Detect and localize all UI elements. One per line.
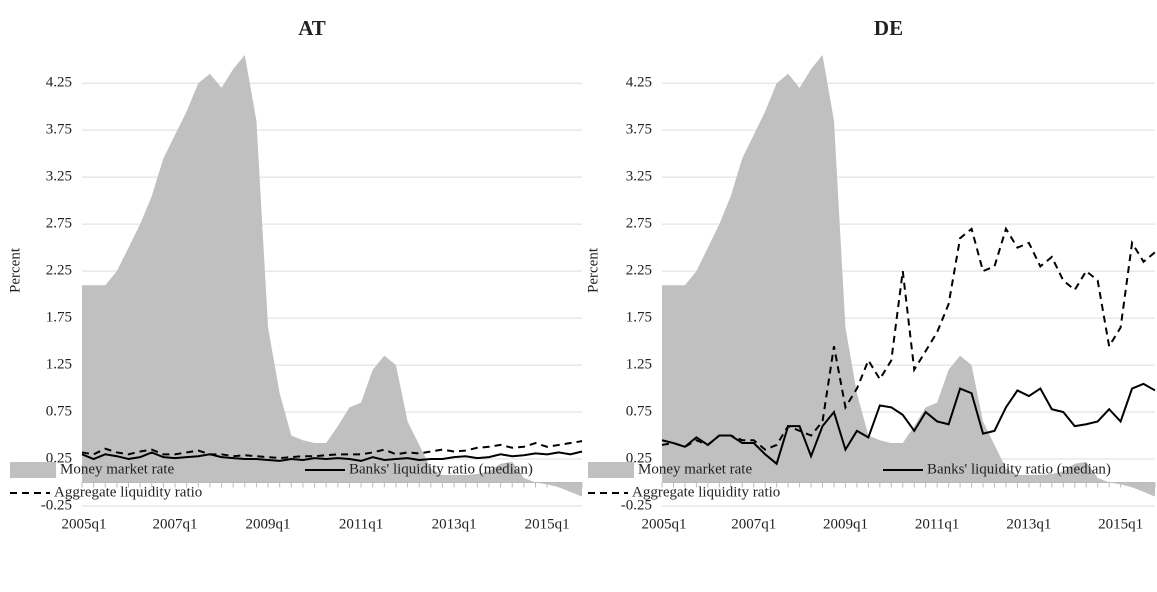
x-tick-label: 2013q1	[432, 516, 477, 532]
y-tick-label: 2.75	[46, 216, 72, 232]
legend-label: Banks' liquidity ratio (median)	[927, 461, 1111, 477]
y-tick-label: 4.25	[626, 75, 652, 91]
x-tick-label: 2011q1	[915, 516, 959, 532]
legend-label: Money market rate	[638, 461, 752, 477]
y-tick-label: 0.75	[626, 403, 652, 419]
x-tick-label: 2005q1	[642, 516, 687, 532]
legend-swatch	[10, 462, 56, 478]
x-tick-label: 2013q1	[1006, 516, 1051, 532]
y-tick-label: 2.25	[46, 263, 72, 279]
x-tick-label: 2015q1	[525, 516, 570, 532]
y-tick-label: -0.25	[41, 497, 72, 513]
line	[661, 226, 1156, 451]
y-tick-label: 4.25	[46, 75, 72, 91]
line	[81, 440, 583, 460]
y-tick-label: 3.75	[46, 122, 72, 138]
y-tick-label: 1.25	[46, 357, 72, 373]
x-tick-label: 2007q1	[731, 516, 776, 532]
y-tick-label: 3.25	[626, 169, 652, 185]
line	[661, 382, 1156, 466]
legend-label: Aggregate liquidity ratio	[54, 484, 202, 500]
line	[81, 450, 583, 462]
y-tick-label: -0.25	[621, 497, 652, 513]
area	[662, 55, 1155, 497]
y-tick-label: 1.75	[46, 310, 72, 326]
y-tick-label: 2.75	[626, 216, 652, 232]
x-tick-label: 2009q1	[823, 516, 868, 532]
x-tick-label: 2011q1	[339, 516, 383, 532]
x-tick-label: 2005q1	[62, 516, 107, 532]
y-axis-label: Percent	[585, 247, 601, 293]
legend-label: Money market rate	[60, 461, 174, 477]
y-tick-label: 2.25	[626, 263, 652, 279]
x-tick-label: 2015q1	[1098, 516, 1143, 532]
y-tick-label: 1.25	[626, 357, 652, 373]
legend-swatch	[588, 462, 634, 478]
y-tick-label: 0.75	[46, 403, 72, 419]
legend-label: Banks' liquidity ratio (median)	[349, 461, 533, 477]
x-tick-label: 2007q1	[153, 516, 198, 532]
y-tick-label: 3.75	[626, 122, 652, 138]
legend-label: Aggregate liquidity ratio	[632, 484, 780, 500]
x-tick-label: 2009q1	[246, 516, 291, 532]
area	[82, 55, 582, 497]
chart-title: DE	[874, 16, 903, 40]
y-tick-label: 3.25	[46, 169, 72, 185]
y-tick-label: 1.75	[626, 310, 652, 326]
y-axis-label: Percent	[7, 247, 23, 293]
chart-title: AT	[298, 16, 326, 40]
